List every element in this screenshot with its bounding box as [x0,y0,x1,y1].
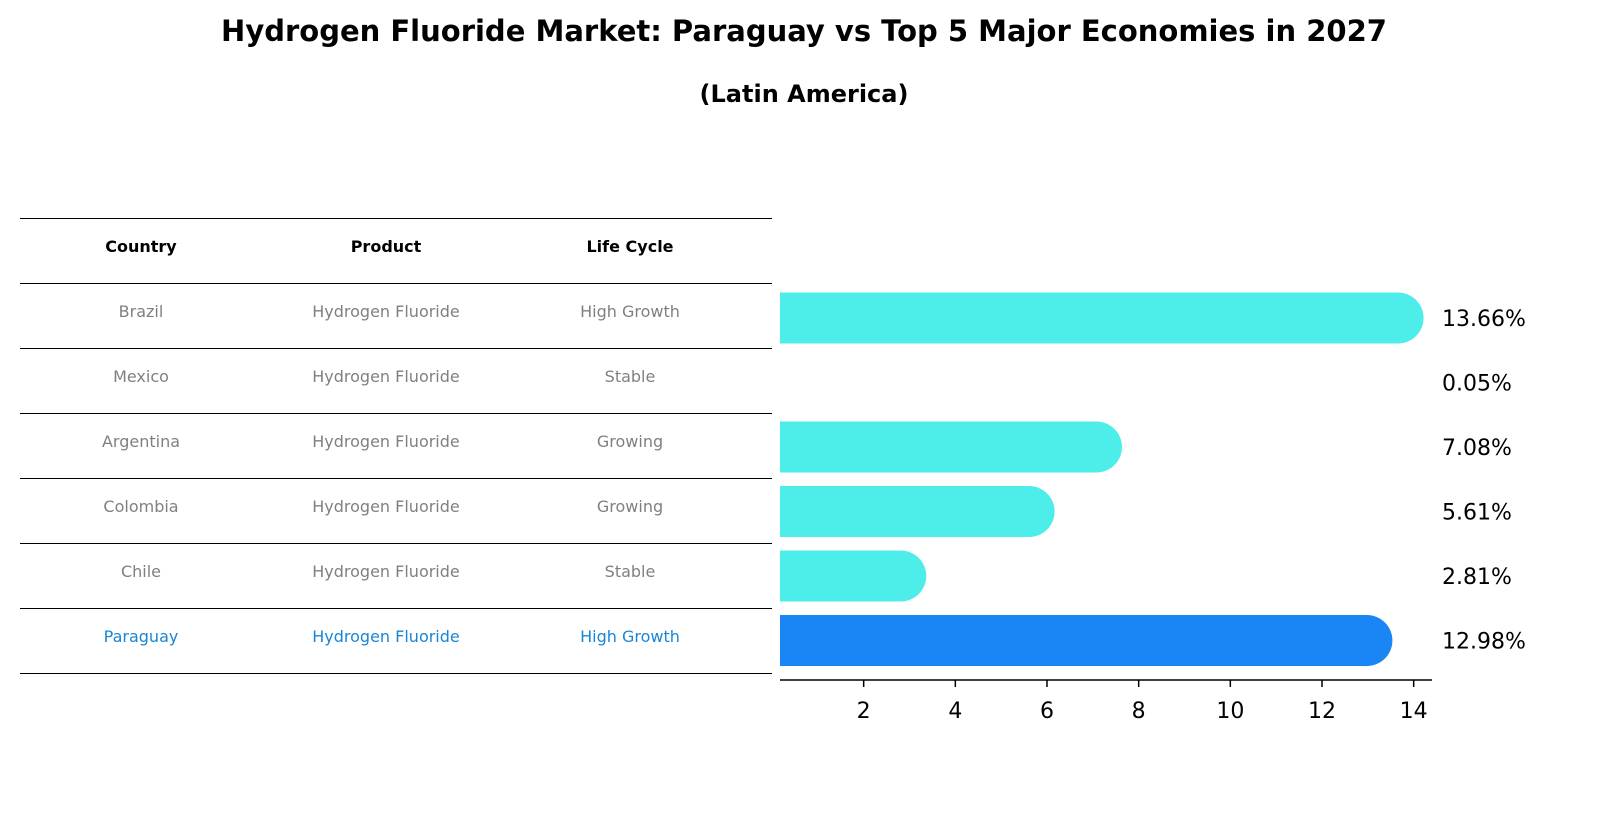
table-cell: Stable [604,562,656,581]
table-cell: Hydrogen Fluoride [312,367,460,386]
table-cell: Paraguay [103,627,179,646]
table-cell: Hydrogen Fluoride [312,432,460,451]
table-divider [20,413,772,414]
bar-colombia [780,486,1055,537]
table-divider [20,283,772,284]
x-axis-tick-label: 14 [1400,699,1428,724]
table-cell: Hydrogen Fluoride [312,497,460,516]
bar-brazil [780,292,1424,344]
table-cell: Brazil [118,302,164,321]
table-cell: Chile [120,562,162,581]
table-cell: Hydrogen Fluoride [312,562,460,581]
table-divider [20,608,772,609]
table-cell: Argentina [101,432,181,451]
table-cell: Stable [604,367,656,386]
table-cell: Hydrogen Fluoride [312,627,460,646]
x-axis-tick-label: 10 [1216,699,1244,724]
table-divider [20,673,772,674]
table-cell: Mexico [113,367,169,386]
bar-value-label: 7.08% [1442,436,1512,461]
bar-chile [780,550,927,602]
chart-title: Hydrogen Fluoride Market: Paraguay vs To… [221,14,1387,48]
bar-value-label: 5.61% [1442,501,1512,526]
bar-argentina [780,421,1122,473]
chart-subtitle: (Latin America) [699,80,909,108]
table-cell: Hydrogen Fluoride [312,302,460,321]
table-cell: Colombia [103,497,179,516]
table-divider [20,218,772,219]
table-cell: Growing [596,432,664,451]
bar-paraguay [780,615,1393,666]
table-cell: High Growth [580,302,680,321]
x-axis-tick-label: 4 [948,699,962,724]
x-axis-tick-label: 8 [1132,699,1146,724]
table-divider [20,543,772,544]
table-cell: High Growth [580,627,680,646]
bar-value-label: 13.66% [1442,307,1526,332]
x-axis-tick-label: 6 [1040,699,1054,724]
table-header-cell: Country [105,237,177,256]
x-axis-tick-label: 12 [1308,699,1336,724]
bar-value-label: 0.05% [1442,372,1512,397]
table-header-cell: Product [350,237,422,256]
x-axis-tick-label: 2 [857,699,871,724]
bar-value-label: 12.98% [1442,630,1526,655]
table-cell: Growing [596,497,664,516]
table-divider [20,348,772,349]
table-divider [20,478,772,479]
table-header-cell: Life Cycle [586,237,674,256]
bar-chart: 13.66%0.05%7.08%5.61%2.81%12.98%02468101… [780,292,1526,724]
bar-value-label: 2.81% [1442,565,1512,590]
